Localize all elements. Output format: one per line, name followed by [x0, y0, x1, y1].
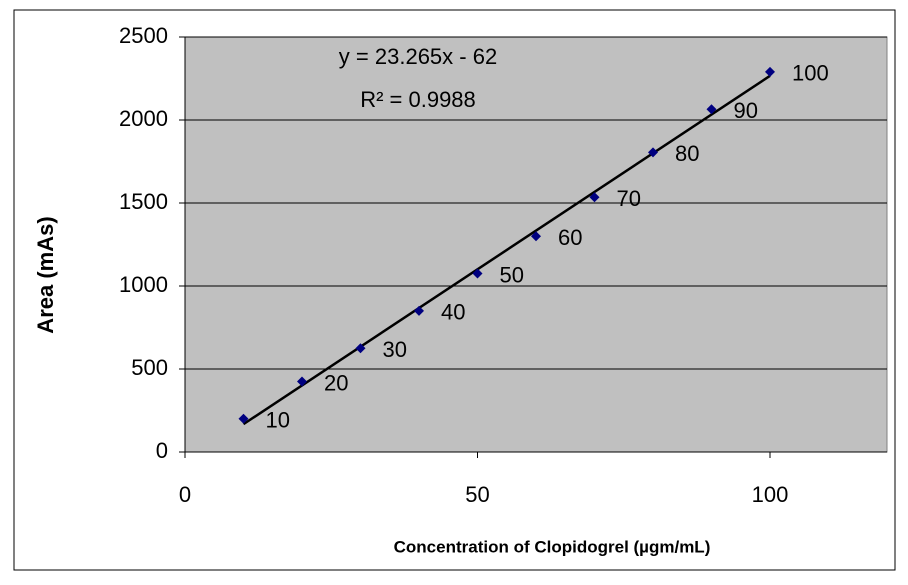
y-tick-label: 2000	[119, 106, 168, 131]
y-tick-label: 1500	[119, 189, 168, 214]
data-point	[706, 104, 717, 115]
data-label: 60	[558, 225, 582, 250]
data-label: 20	[324, 370, 348, 395]
data-point	[531, 231, 541, 242]
x-tick-label: 0	[179, 482, 191, 507]
x-tick-label: 100	[752, 482, 789, 507]
y-axis-title: Area (mAs)	[33, 216, 58, 333]
data-point	[355, 343, 366, 354]
data-point	[765, 66, 775, 77]
y-tick-label: 1000	[119, 272, 168, 297]
data-point	[297, 376, 307, 387]
data-label: 70	[617, 186, 641, 211]
trendline	[242, 74, 771, 426]
data-label: 30	[383, 337, 407, 362]
data-point	[238, 413, 249, 424]
data-label: 10	[266, 408, 290, 433]
data-label: 40	[441, 300, 465, 325]
data-label: 80	[675, 141, 699, 166]
data-label: 50	[500, 262, 524, 287]
y-tick-label: 0	[156, 438, 168, 463]
trendline-equation: y = 23.265x - 62	[339, 44, 497, 69]
trendline-r-squared: R² = 0.9988	[360, 87, 476, 112]
x-axis-title: Concentration of Clopidogrel (µgm/mL)	[394, 537, 711, 556]
data-point	[589, 192, 600, 203]
data-label: 100	[792, 61, 829, 86]
data-point	[414, 305, 424, 316]
data-label: 90	[734, 98, 758, 123]
y-tick-label: 500	[131, 355, 168, 380]
data-point	[648, 147, 658, 158]
plot-area	[184, 36, 888, 453]
x-tick-label: 50	[465, 482, 489, 507]
y-tick-label: 2500	[119, 23, 168, 48]
data-point	[472, 268, 483, 279]
